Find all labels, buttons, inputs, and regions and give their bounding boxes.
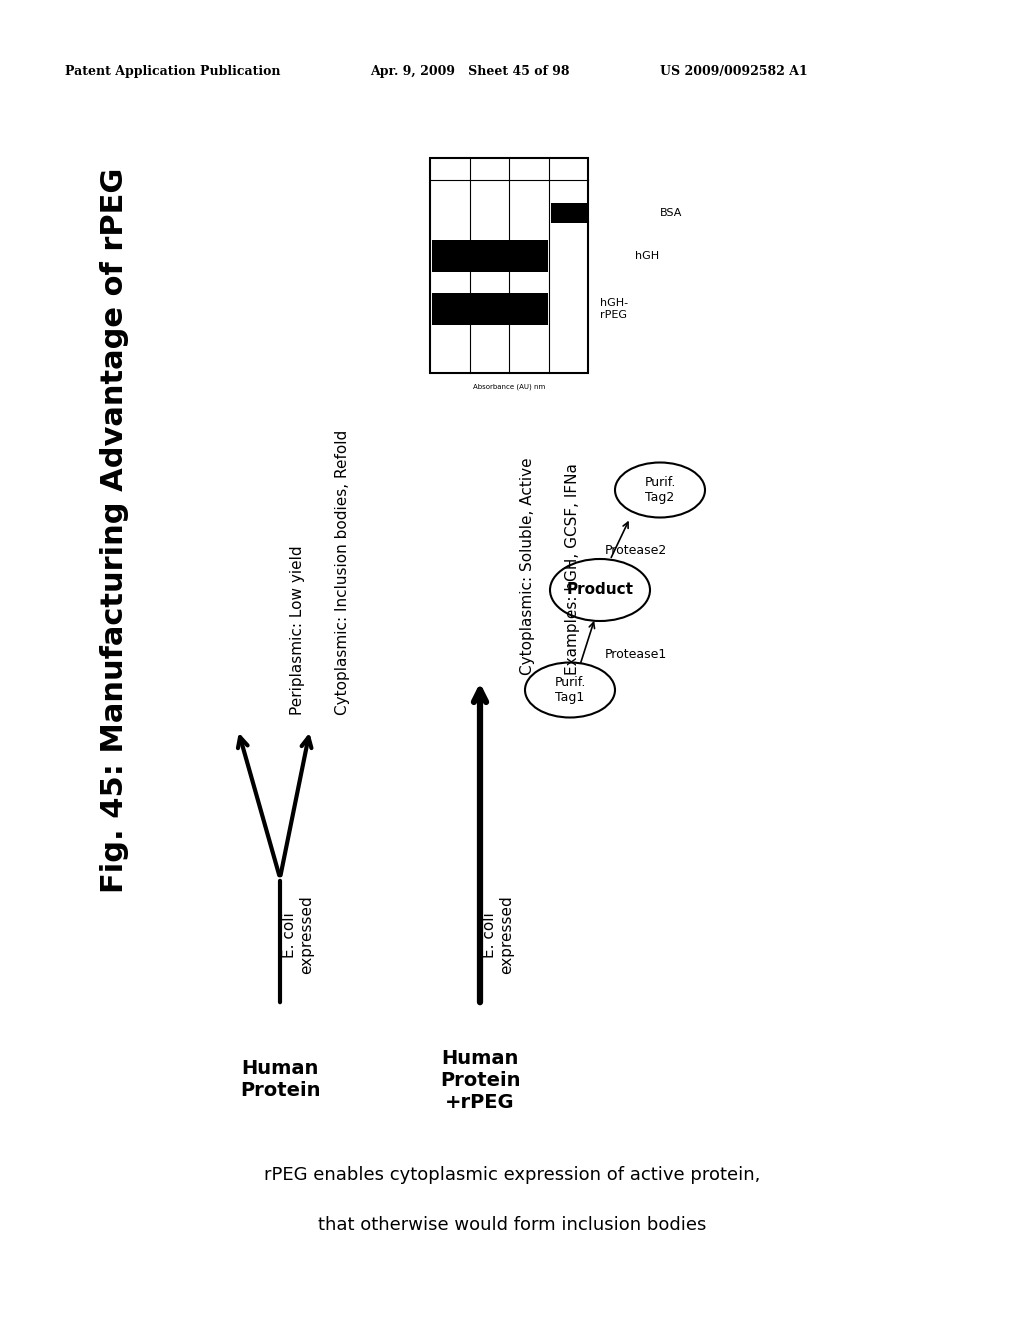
Text: Purif.
Tag1: Purif. Tag1 <box>554 676 586 704</box>
Text: rPEG enables cytoplasmic expression of active protein,: rPEG enables cytoplasmic expression of a… <box>264 1166 760 1184</box>
Bar <box>432 293 548 325</box>
Text: Fig. 45: Manufacturing Advantage of rPEG: Fig. 45: Manufacturing Advantage of rPEG <box>100 168 129 892</box>
Bar <box>551 203 587 223</box>
Text: hGH: hGH <box>635 251 659 261</box>
Text: US 2009/0092582 A1: US 2009/0092582 A1 <box>660 66 808 78</box>
Text: Apr. 9, 2009   Sheet 45 of 98: Apr. 9, 2009 Sheet 45 of 98 <box>370 66 569 78</box>
Text: E. coli
expressed: E. coli expressed <box>282 896 314 974</box>
Text: Product: Product <box>566 582 634 598</box>
Text: Purif.
Tag2: Purif. Tag2 <box>644 477 676 504</box>
Text: E. coli
expressed: E. coli expressed <box>482 896 514 974</box>
Text: Patent Application Publication: Patent Application Publication <box>65 66 281 78</box>
Text: Cytoplasmic: Soluble, Active: Cytoplasmic: Soluble, Active <box>520 457 535 675</box>
Bar <box>432 240 548 272</box>
Text: Human
Protein
+rPEG: Human Protein +rPEG <box>439 1048 520 1111</box>
Text: Absorbance (AU) nm: Absorbance (AU) nm <box>473 383 545 389</box>
Text: that otherwise would form inclusion bodies: that otherwise would form inclusion bodi… <box>317 1216 707 1234</box>
Text: Protease2: Protease2 <box>605 544 668 557</box>
Bar <box>430 158 588 374</box>
Text: Protease1: Protease1 <box>605 648 668 661</box>
Text: BSA: BSA <box>660 209 682 218</box>
Text: Periplasmic: Low yield: Periplasmic: Low yield <box>290 545 305 715</box>
Text: Examples: hGH, GCSF, IFNa: Examples: hGH, GCSF, IFNa <box>565 463 580 675</box>
Text: Cytoplasmic: Inclusion bodies, Refold: Cytoplasmic: Inclusion bodies, Refold <box>335 430 350 715</box>
Text: hGH-
rPEG: hGH- rPEG <box>600 298 628 319</box>
Text: Human
Protein: Human Protein <box>240 1060 321 1101</box>
